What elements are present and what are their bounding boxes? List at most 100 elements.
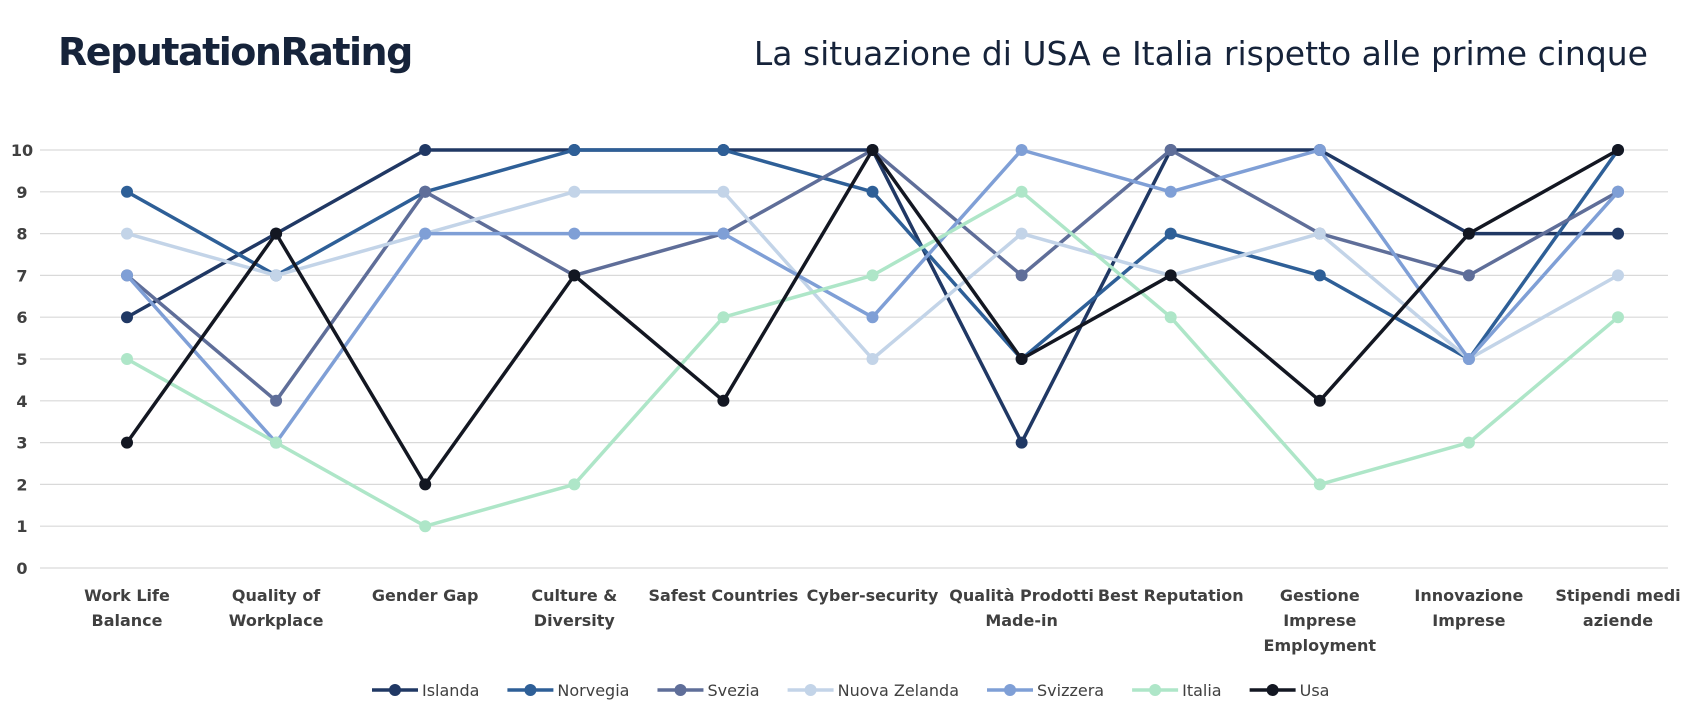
data-point — [568, 227, 581, 240]
data-point — [1313, 227, 1326, 240]
y-tick-label: 2 — [16, 475, 27, 494]
series-lines — [121, 144, 1624, 533]
x-category-label: Culture & Diversity — [531, 586, 617, 630]
y-tick-label: 3 — [16, 434, 27, 453]
data-point — [121, 311, 133, 324]
y-axis-ticks: 0 1 2 3 4 5 6 7 8 9 10 — [11, 141, 33, 578]
series-italia — [121, 185, 1624, 533]
gridlines — [40, 149, 1668, 569]
series-usa — [121, 144, 1624, 491]
data-point — [121, 185, 133, 198]
y-tick-label: 4 — [16, 392, 27, 411]
data-point — [1612, 227, 1624, 240]
data-point — [419, 144, 432, 156]
legend-item: Nuova Zelanda — [787, 681, 959, 700]
data-point — [1462, 353, 1475, 365]
data-point — [270, 394, 283, 407]
data-point — [1612, 185, 1624, 198]
data-point — [1164, 144, 1177, 156]
y-tick-label: 10 — [11, 141, 33, 160]
data-point — [1015, 436, 1028, 449]
x-category-label: Work Life Balance — [84, 586, 170, 630]
legend: Islanda Norvegia Svezia Nuova Zelanda Svizze… — [372, 681, 1329, 700]
y-tick-label: 7 — [16, 266, 27, 285]
data-point — [717, 185, 730, 198]
data-point — [1462, 227, 1475, 240]
data-point — [1015, 144, 1028, 156]
legend-label: Svezia — [707, 681, 759, 700]
data-point — [1164, 185, 1177, 198]
data-point — [1164, 269, 1177, 282]
data-point — [270, 227, 283, 240]
data-point — [1612, 269, 1624, 282]
data-point — [717, 394, 730, 407]
legend-swatch-marker — [389, 684, 401, 696]
data-point — [866, 185, 879, 198]
data-point — [419, 185, 432, 198]
data-point — [1612, 144, 1624, 156]
y-tick-label: 6 — [16, 308, 27, 327]
legend-label: Islanda — [422, 681, 479, 700]
legend-label: Italia — [1182, 681, 1222, 700]
data-point — [121, 436, 133, 449]
data-point — [1015, 185, 1028, 198]
data-point — [419, 227, 432, 240]
y-tick-label: 1 — [16, 517, 27, 536]
data-point — [1015, 353, 1028, 365]
legend-swatch-marker — [1004, 684, 1017, 696]
data-point — [270, 269, 283, 282]
legend-item: Usa — [1249, 681, 1330, 700]
x-axis-categories: Work Life Balance Quality of Workplace Gende… — [84, 586, 1681, 655]
y-tick-label: 8 — [16, 225, 27, 244]
legend-item: Svezia — [657, 681, 760, 700]
data-point — [1015, 227, 1028, 240]
data-point — [1313, 394, 1326, 407]
legend-swatch-marker — [1266, 684, 1279, 696]
chart-title: La situazione di USA e Italia rispetto a… — [753, 34, 1648, 73]
data-point — [1313, 478, 1326, 491]
x-category-label: Stipendi medi aziende — [1555, 586, 1680, 630]
data-point — [121, 269, 133, 282]
data-point — [1015, 269, 1028, 282]
legend-item: Islanda — [372, 681, 479, 700]
legend-item: Svizzera — [987, 681, 1104, 700]
x-category-label: Quality of Workplace — [229, 586, 324, 630]
legend-label: Usa — [1300, 681, 1330, 700]
data-point — [866, 311, 879, 324]
legend-label: Nuova Zelanda — [838, 681, 959, 700]
data-point — [568, 269, 581, 282]
data-point — [866, 144, 879, 156]
x-category-label: Cyber-security — [807, 586, 939, 605]
x-category-label: Best Reputation — [1098, 586, 1244, 605]
data-point — [568, 478, 581, 491]
data-point — [1313, 144, 1326, 156]
data-point — [866, 269, 879, 282]
data-point — [419, 478, 432, 491]
data-point — [1612, 311, 1624, 324]
legend-label: Svizzera — [1037, 681, 1104, 700]
y-tick-label: 5 — [16, 350, 27, 369]
x-category-label: Innovazione Imprese — [1414, 586, 1523, 630]
legend-swatch-marker — [804, 684, 817, 696]
data-point — [717, 144, 730, 156]
legend-item: Italia — [1132, 681, 1222, 700]
data-point — [1164, 311, 1177, 324]
legend-swatch-marker — [674, 684, 687, 696]
data-point — [717, 311, 730, 324]
data-point — [717, 227, 730, 240]
data-point — [866, 353, 879, 365]
data-point — [1164, 227, 1177, 240]
x-category-label: Gender Gap — [372, 586, 479, 605]
data-point — [1313, 269, 1326, 282]
data-point — [419, 520, 432, 533]
data-point — [121, 227, 133, 240]
x-category-label: Gestione Imprese Employment — [1264, 586, 1377, 655]
data-point — [121, 353, 133, 365]
data-point — [568, 185, 581, 198]
legend-swatch-marker — [1149, 684, 1162, 696]
legend-label: Norvegia — [557, 681, 629, 700]
x-category-label: Safest Countries — [649, 586, 799, 605]
legend-swatch-marker — [524, 684, 537, 696]
x-category-label: Qualità Prodotti Made-in — [949, 586, 1094, 630]
